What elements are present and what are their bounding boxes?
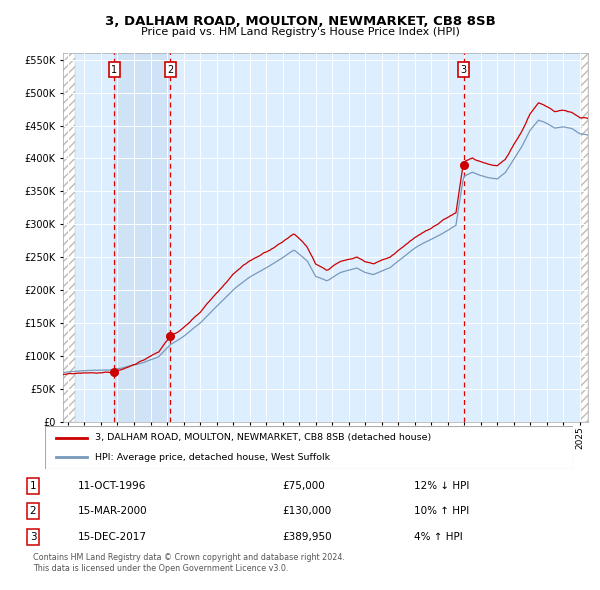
- Text: 3, DALHAM ROAD, MOULTON, NEWMARKET, CB8 8SB: 3, DALHAM ROAD, MOULTON, NEWMARKET, CB8 …: [104, 15, 496, 28]
- Text: £389,950: £389,950: [282, 532, 332, 542]
- Text: 12% ↓ HPI: 12% ↓ HPI: [414, 481, 469, 491]
- Text: £75,000: £75,000: [282, 481, 325, 491]
- Text: 15-MAR-2000: 15-MAR-2000: [78, 506, 148, 516]
- Text: 10% ↑ HPI: 10% ↑ HPI: [414, 506, 469, 516]
- Text: 3: 3: [460, 65, 467, 75]
- Text: 1: 1: [111, 65, 117, 75]
- Bar: [114, 53, 170, 422]
- Text: 3: 3: [29, 532, 37, 542]
- Text: Contains HM Land Registry data © Crown copyright and database right 2024.
This d: Contains HM Land Registry data © Crown c…: [33, 553, 345, 573]
- Text: 4% ↑ HPI: 4% ↑ HPI: [414, 532, 463, 542]
- Text: 2: 2: [29, 506, 37, 516]
- Text: 1: 1: [29, 481, 37, 491]
- Text: 11-OCT-1996: 11-OCT-1996: [78, 481, 146, 491]
- Text: HPI: Average price, detached house, West Suffolk: HPI: Average price, detached house, West…: [95, 453, 330, 462]
- Text: Price paid vs. HM Land Registry's House Price Index (HPI): Price paid vs. HM Land Registry's House …: [140, 27, 460, 37]
- Text: 2: 2: [167, 65, 173, 75]
- Bar: [63, 53, 74, 422]
- Text: 3, DALHAM ROAD, MOULTON, NEWMARKET, CB8 8SB (detached house): 3, DALHAM ROAD, MOULTON, NEWMARKET, CB8 …: [95, 433, 431, 442]
- Text: 15-DEC-2017: 15-DEC-2017: [78, 532, 147, 542]
- Text: £130,000: £130,000: [282, 506, 331, 516]
- Bar: [581, 53, 588, 422]
